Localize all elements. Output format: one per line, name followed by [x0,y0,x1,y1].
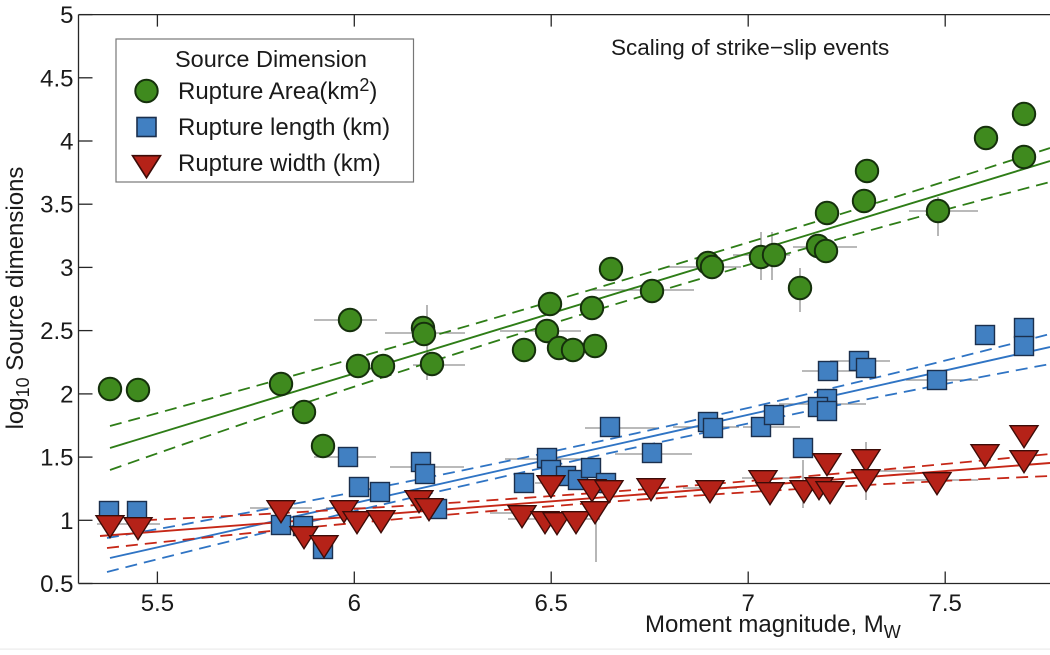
svg-text:0.5: 0.5 [40,571,73,598]
svg-text:Rupture Area(km2): Rupture Area(km2) [178,75,377,105]
svg-text:2.5: 2.5 [40,318,73,345]
svg-text:5: 5 [60,2,73,29]
svg-text:4: 4 [60,129,73,156]
svg-text:2: 2 [60,381,73,408]
svg-text:Rupture width (km): Rupture width (km) [178,150,381,177]
svg-text:Scaling of strike−slip events: Scaling of strike−slip events [611,35,889,60]
svg-text:Source Dimension: Source Dimension [175,46,367,72]
svg-text:7.5: 7.5 [929,590,962,617]
svg-text:1: 1 [60,508,73,535]
svg-text:3: 3 [60,255,73,282]
svg-text:5.5: 5.5 [141,590,174,617]
svg-text:1.5: 1.5 [40,445,73,472]
svg-text:7: 7 [742,590,755,617]
svg-text:3.5: 3.5 [40,192,73,219]
svg-text:4.5: 4.5 [40,65,73,92]
svg-text:Rupture length (km): Rupture length (km) [178,114,390,141]
svg-text:Moment magnitude, MW: Moment magnitude, MW [645,611,901,642]
svg-text:6: 6 [348,590,361,617]
svg-text:6.5: 6.5 [535,590,568,617]
